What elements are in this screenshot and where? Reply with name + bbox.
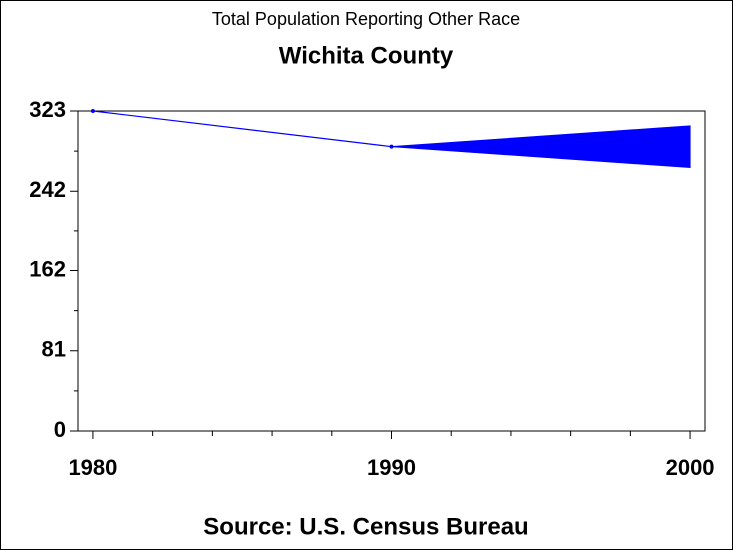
line [92, 110, 392, 148]
y-tick-label: 162 [29, 256, 66, 281]
y-tick-label: 0 [54, 417, 66, 442]
x-tick-label: 1980 [68, 455, 117, 480]
range-band [391, 125, 691, 169]
source-note: Source: U.S. Census Bureau [203, 513, 528, 540]
x-tick-label: 1990 [367, 455, 416, 480]
point [90, 109, 95, 113]
chart-title: Total Population Reporting Other Race [212, 9, 520, 29]
point [389, 144, 394, 149]
y-tick-label: 242 [29, 177, 66, 202]
chart-subtitle: Wichita County [279, 42, 454, 69]
y-tick-label: 81 [42, 337, 66, 362]
y-tick-label: 323 [29, 97, 66, 122]
x-tick-label: 2000 [666, 455, 715, 480]
